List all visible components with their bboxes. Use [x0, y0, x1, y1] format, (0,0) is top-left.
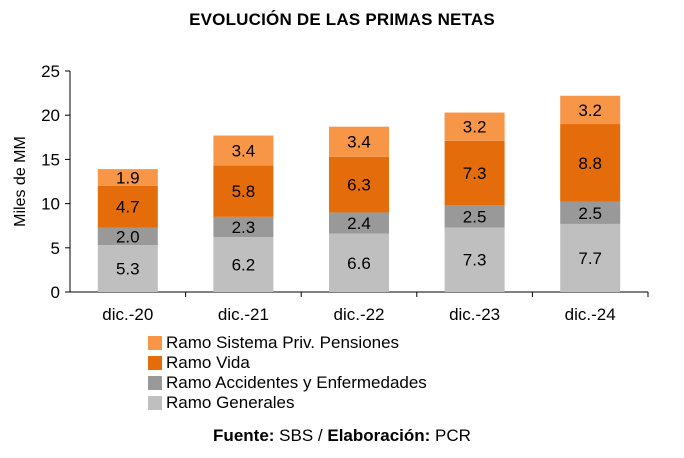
- bar-segment-0-4: [560, 223, 621, 292]
- y-axis-title: Miles de MM: [12, 136, 29, 227]
- data-label-0-3: 7.3: [463, 251, 487, 270]
- y-tick-label-0: 0: [51, 283, 60, 302]
- legend: Ramo Sistema Priv. Pensiones Ramo Vida R…: [148, 333, 427, 413]
- data-label-3-4: 3.2: [578, 101, 602, 120]
- data-label-2-4: 8.8: [578, 154, 602, 173]
- legend-item-generales: Ramo Generales: [148, 393, 427, 413]
- bar-segment-3-0: [97, 169, 158, 186]
- bar-segment-2-4: [560, 124, 621, 202]
- data-label-1-2: 2.4: [347, 214, 371, 233]
- bar-segment-0-3: [444, 227, 505, 292]
- bar-segment-1-4: [560, 201, 621, 224]
- bar-segment-0-1: [213, 237, 274, 292]
- axes: 0 5 10 15 20 25 Miles de MM dic.-20 dic.-21 dic.-…: [12, 62, 649, 324]
- data-label-2-1: 5.8: [232, 182, 256, 201]
- legend-label-pensiones: Ramo Sistema Priv. Pensiones: [166, 333, 400, 352]
- y-tick-label-5: 25: [41, 62, 60, 81]
- elaboration-label: Elaboración:: [327, 426, 431, 445]
- data-label-3-0: 1.9: [116, 169, 140, 188]
- data-label-2-2: 6.3: [347, 176, 371, 195]
- bar-segment-0-2: [329, 233, 389, 292]
- data-label-1-3: 2.5: [463, 207, 487, 226]
- bar-segment-1-2: [329, 212, 389, 234]
- y-tick-label-3: 15: [41, 150, 60, 169]
- bar-segment-3-1: [213, 135, 274, 166]
- data-label-0-2: 6.6: [347, 254, 371, 273]
- bar-segment-1-3: [444, 205, 505, 228]
- bar-segment-0-0: [97, 245, 158, 292]
- legend-item-pensiones: Ramo Sistema Priv. Pensiones: [148, 333, 427, 353]
- bar-segment-3-3: [444, 112, 505, 141]
- x-tick-label-2: dic.-22: [333, 305, 384, 324]
- legend-label-accidentes: Ramo Accidentes y Enfermedades: [166, 373, 427, 392]
- legend-label-generales: Ramo Generales: [166, 393, 295, 412]
- source-note: Fuente: SBS / Elaboración: PCR: [0, 426, 684, 446]
- data-label-3-1: 3.4: [232, 142, 256, 161]
- data-label-1-0: 2.0: [116, 227, 140, 246]
- y-tick-label-2: 10: [41, 195, 60, 214]
- x-tick-label-1: dic.-21: [218, 305, 269, 324]
- y-tick-label-1: 5: [51, 239, 60, 258]
- legend-swatch-accidentes: [148, 376, 162, 390]
- data-label-3-2: 3.4: [347, 133, 371, 152]
- legend-item-vida: Ramo Vida: [148, 353, 427, 373]
- x-tick-label-4: dic.-24: [565, 305, 616, 324]
- bar-segment-1-0: [97, 227, 158, 246]
- legend-swatch-generales: [148, 396, 162, 410]
- chart-title: EVOLUCIÓN DE LAS PRIMAS NETAS: [189, 10, 495, 29]
- y-tick-label-4: 20: [41, 106, 60, 125]
- legend-swatch-vida: [148, 356, 162, 370]
- legend-swatch-pensiones: [148, 336, 162, 350]
- data-label-0-1: 6.2: [232, 256, 256, 275]
- bar-segment-3-2: [329, 126, 389, 157]
- bar-segment-2-1: [213, 165, 274, 217]
- chart-plot: 0 5 10 15 20 25 Miles de MM dic.-20 dic.-21 dic.-…: [12, 62, 649, 324]
- legend-item-accidentes: Ramo Accidentes y Enfermedades: [148, 373, 427, 393]
- data-label-0-0: 5.3: [116, 260, 140, 279]
- data-labels: 5.3 2.0 4.7 1.9 6.2 2.3 5.8 3.4 6.6 2.4 6.3 3.4 7.3 2…: [116, 101, 602, 279]
- data-label-0-4: 7.7: [578, 249, 602, 268]
- elaboration-text: PCR: [430, 426, 471, 445]
- x-tick-label-3: dic.-23: [449, 305, 500, 324]
- source-label: Fuente:: [213, 426, 275, 445]
- legend-label-vida: Ramo Vida: [166, 353, 250, 372]
- bar-segment-2-0: [97, 185, 158, 228]
- data-label-2-3: 7.3: [463, 164, 487, 183]
- bar-segment-2-2: [329, 156, 389, 213]
- bar-segment-2-3: [444, 140, 505, 206]
- bar-segment-3-4: [560, 95, 621, 125]
- data-label-1-1: 2.3: [232, 218, 256, 237]
- source-text: SBS /: [274, 426, 328, 445]
- x-tick-label-0: dic.-20: [102, 305, 153, 324]
- data-label-2-0: 4.7: [116, 198, 140, 217]
- bar-segment-1-1: [213, 216, 274, 238]
- data-label-1-4: 2.5: [578, 204, 602, 223]
- data-label-3-3: 3.2: [463, 118, 487, 137]
- bars: [97, 95, 621, 292]
